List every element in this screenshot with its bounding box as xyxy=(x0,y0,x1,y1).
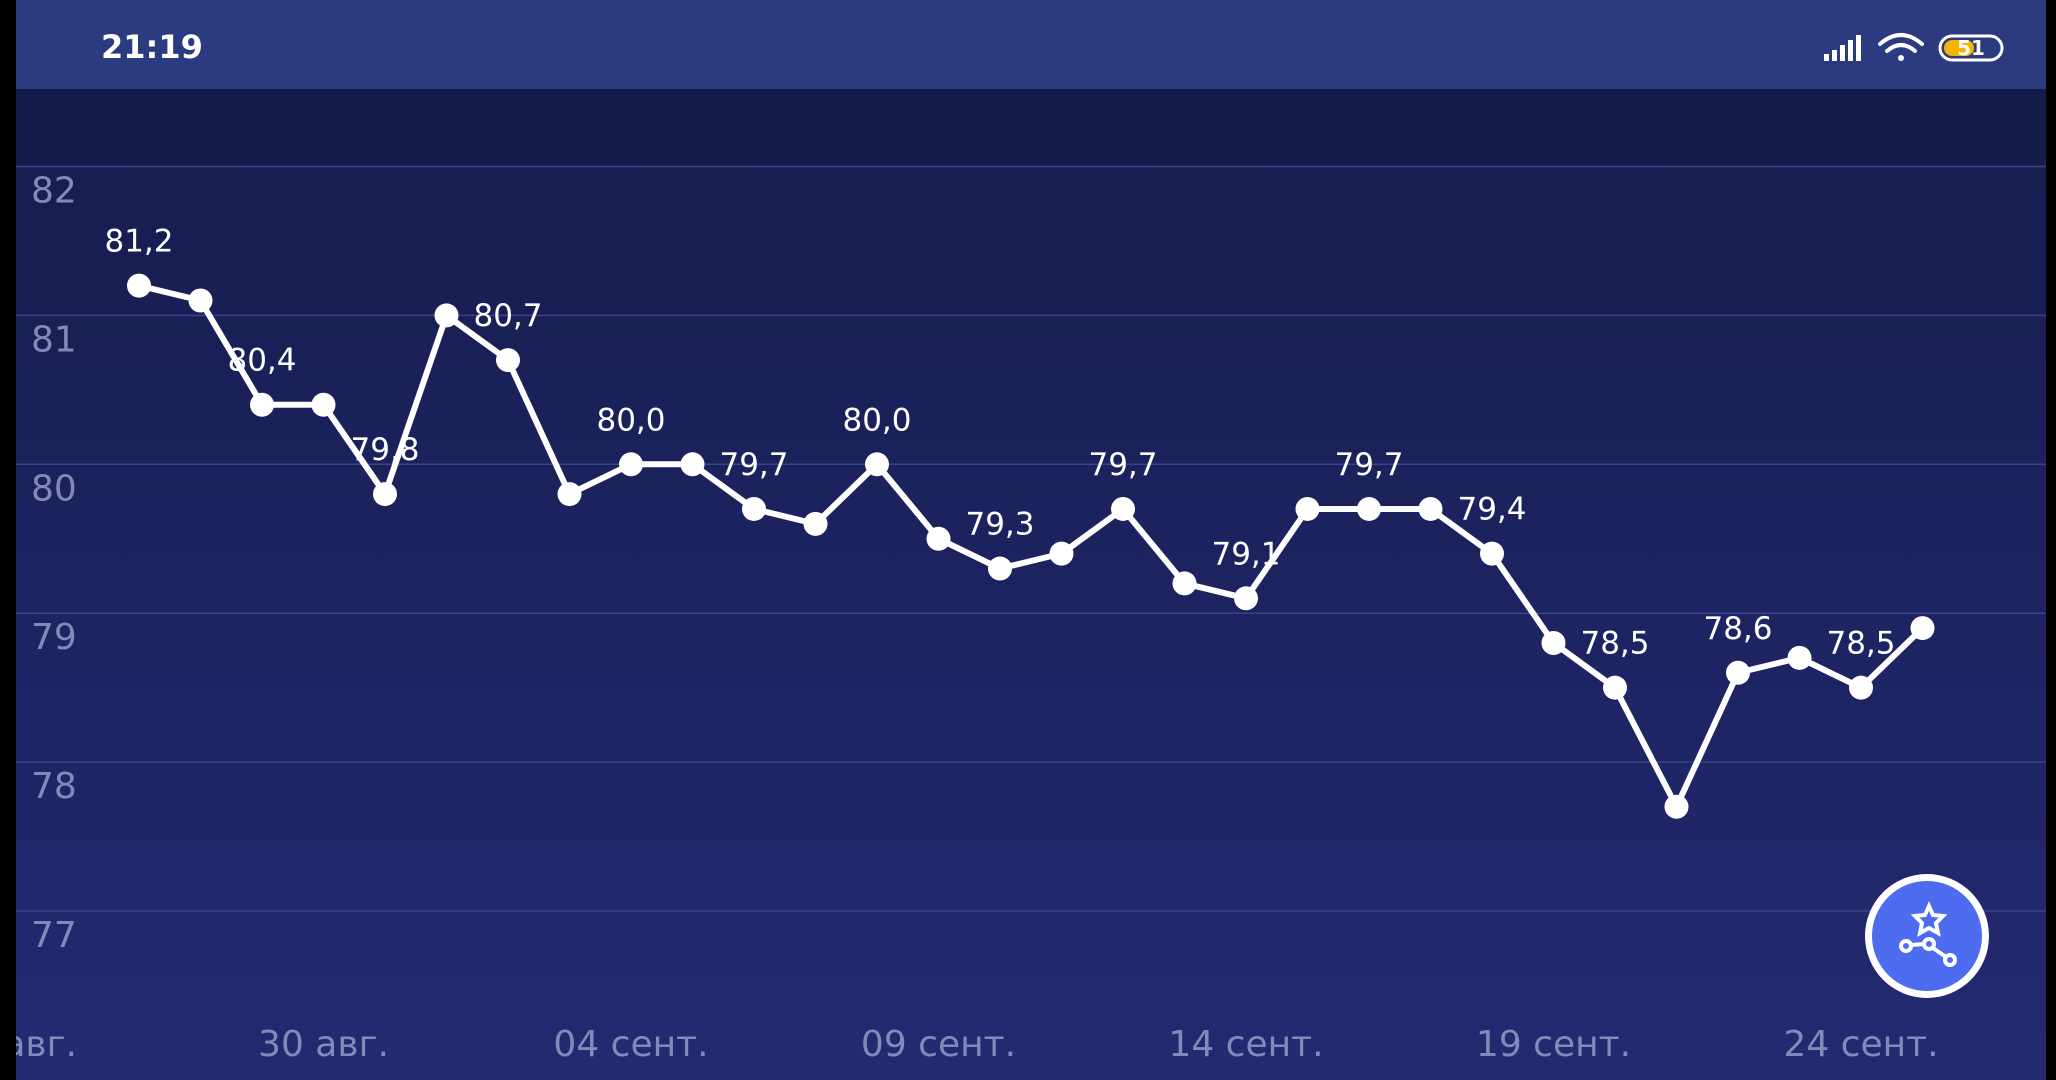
battery-level xyxy=(1944,40,1974,56)
value-label: 78,6 xyxy=(1703,611,1772,647)
point xyxy=(680,452,705,477)
point xyxy=(250,392,274,417)
point xyxy=(1295,496,1320,521)
x-tick-label: 19 сент. xyxy=(1476,1024,1631,1065)
point xyxy=(373,482,397,507)
value-label: 80,0 xyxy=(842,402,911,438)
point xyxy=(1357,496,1381,521)
point xyxy=(434,303,459,328)
line xyxy=(138,282,1925,810)
point xyxy=(1111,496,1135,521)
value-label: 78,5 xyxy=(1580,626,1649,662)
value-label: 79,7 xyxy=(1088,447,1157,483)
point xyxy=(1787,645,1812,670)
point xyxy=(127,273,151,298)
y-tick-label: 79 xyxy=(31,617,77,658)
point xyxy=(619,452,643,477)
left-edge xyxy=(0,0,16,1080)
wifi-icon xyxy=(1878,33,1924,61)
y-tick-label: 81 xyxy=(31,319,77,360)
point xyxy=(188,288,213,313)
y-tick-label: 77 xyxy=(31,915,77,956)
point xyxy=(311,392,336,417)
point xyxy=(1234,586,1258,611)
value-label: 80,0 xyxy=(596,402,665,438)
fab-icon xyxy=(1899,901,1957,967)
battery-text: 51 xyxy=(1957,36,1985,60)
point xyxy=(557,482,582,507)
point xyxy=(496,348,520,373)
x-tick-label: 14 сент. xyxy=(1168,1024,1323,1065)
point xyxy=(1418,496,1443,521)
x-tick-label: 24 сент. xyxy=(1783,1024,1938,1065)
value-label: 79,7 xyxy=(1334,447,1403,483)
value-label: 79,8 xyxy=(350,432,419,468)
y-tick-label: 80 xyxy=(31,468,77,509)
point xyxy=(1603,675,1627,700)
right-edge xyxy=(2046,0,2056,1080)
value-label: 79,3 xyxy=(965,507,1034,543)
battery-icon xyxy=(1938,34,2004,62)
chart-background xyxy=(16,0,2046,1080)
point xyxy=(803,511,828,536)
value-label: 79,7 xyxy=(719,447,788,483)
status-bar xyxy=(16,0,2046,89)
signal-icon xyxy=(1824,35,1861,61)
x-tick-label: 04 сент. xyxy=(553,1024,708,1065)
point xyxy=(926,526,951,551)
point xyxy=(1049,541,1074,566)
status-time: 21:19 xyxy=(101,28,203,66)
y-tick-label: 82 xyxy=(31,171,77,212)
point xyxy=(988,556,1012,581)
point xyxy=(865,452,889,477)
fab-button[interactable] xyxy=(1865,874,1989,998)
value-label: 79,1 xyxy=(1211,536,1280,572)
value-label: 80,4 xyxy=(227,343,296,379)
point xyxy=(1541,630,1566,655)
fab-fill[interactable] xyxy=(1872,881,1982,991)
point xyxy=(742,496,766,521)
y-tick-label: 78 xyxy=(31,766,77,807)
point xyxy=(1910,616,1935,641)
point xyxy=(1172,571,1197,596)
x-tick-label: 30 авг. xyxy=(258,1024,389,1065)
header-band xyxy=(16,89,2046,166)
value-label: 80,7 xyxy=(473,298,542,334)
point xyxy=(1480,541,1504,566)
x-tick-label: 09 сент. xyxy=(861,1024,1016,1065)
value-label: 79,4 xyxy=(1457,492,1526,528)
point xyxy=(1664,794,1689,819)
value-label: 78,5 xyxy=(1826,626,1895,662)
point xyxy=(1726,660,1750,685)
value-label: 81,2 xyxy=(104,224,173,260)
point xyxy=(1849,675,1873,700)
